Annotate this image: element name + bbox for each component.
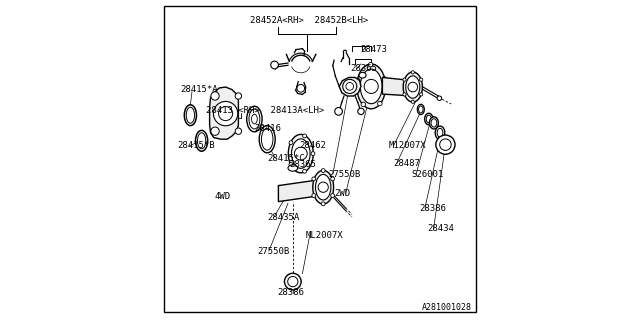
Text: 28452A<RH>  28452B<LH>: 28452A<RH> 28452B<LH> (250, 16, 368, 25)
Text: ML2007X: ML2007X (306, 231, 343, 240)
Text: 28462: 28462 (300, 141, 326, 150)
Circle shape (343, 79, 357, 93)
Text: 28386: 28386 (278, 288, 305, 297)
Circle shape (419, 78, 422, 81)
Circle shape (440, 139, 451, 150)
Circle shape (403, 93, 406, 96)
Ellipse shape (288, 165, 298, 171)
Ellipse shape (403, 72, 422, 102)
Circle shape (403, 78, 406, 81)
Polygon shape (383, 77, 413, 96)
Ellipse shape (184, 105, 196, 126)
Text: 28415*A: 28415*A (181, 85, 218, 94)
Circle shape (331, 177, 335, 181)
Circle shape (312, 177, 316, 181)
Ellipse shape (429, 117, 438, 129)
Circle shape (437, 96, 442, 100)
Ellipse shape (288, 134, 314, 173)
Ellipse shape (249, 109, 260, 129)
Circle shape (211, 127, 219, 135)
Text: 2WD: 2WD (334, 189, 351, 198)
Polygon shape (339, 77, 361, 96)
Ellipse shape (259, 126, 275, 153)
Text: 28434: 28434 (428, 224, 454, 233)
Polygon shape (210, 87, 239, 139)
Ellipse shape (359, 72, 366, 78)
Circle shape (303, 169, 307, 173)
Ellipse shape (316, 174, 331, 200)
Ellipse shape (262, 128, 273, 150)
Circle shape (364, 79, 378, 93)
Circle shape (311, 152, 315, 156)
Text: 28415*B: 28415*B (178, 141, 215, 150)
Circle shape (419, 93, 422, 96)
Circle shape (355, 78, 360, 83)
Circle shape (287, 276, 298, 287)
Ellipse shape (246, 106, 262, 132)
Ellipse shape (417, 104, 424, 115)
Circle shape (297, 84, 305, 92)
Text: 27550B: 27550B (328, 170, 360, 179)
Circle shape (378, 101, 382, 106)
Ellipse shape (186, 107, 195, 123)
Circle shape (284, 273, 301, 290)
Text: 28473: 28473 (360, 45, 387, 54)
Text: S26001: S26001 (412, 170, 444, 179)
Circle shape (369, 62, 373, 67)
Circle shape (294, 147, 307, 160)
Ellipse shape (435, 126, 445, 140)
Text: A281001028: A281001028 (422, 303, 472, 312)
Text: M12007X: M12007X (388, 141, 426, 150)
Text: 27550B: 27550B (258, 247, 290, 256)
Circle shape (346, 83, 353, 90)
Circle shape (438, 97, 442, 100)
Ellipse shape (426, 115, 431, 123)
Circle shape (408, 82, 418, 92)
Ellipse shape (252, 114, 257, 124)
Circle shape (412, 71, 415, 74)
Ellipse shape (360, 69, 382, 104)
Circle shape (271, 61, 278, 69)
Circle shape (312, 194, 316, 197)
Ellipse shape (357, 64, 385, 109)
Circle shape (331, 194, 335, 197)
Text: 28415*C: 28415*C (268, 154, 305, 163)
Ellipse shape (292, 139, 310, 168)
Ellipse shape (196, 131, 207, 151)
Ellipse shape (437, 128, 443, 137)
Circle shape (321, 202, 325, 206)
Circle shape (335, 108, 342, 115)
Text: 28365: 28365 (290, 160, 316, 169)
Text: 28365: 28365 (351, 64, 377, 73)
Circle shape (303, 134, 307, 138)
Text: 28487: 28487 (394, 159, 420, 168)
Ellipse shape (431, 119, 437, 127)
Circle shape (382, 77, 387, 81)
Circle shape (211, 92, 219, 100)
Text: 28413 <RH>  28413A<LH>: 28413 <RH> 28413A<LH> (206, 106, 324, 115)
Text: 28386: 28386 (419, 204, 446, 212)
Ellipse shape (425, 113, 433, 125)
Ellipse shape (197, 133, 206, 149)
Circle shape (318, 182, 328, 192)
Circle shape (236, 93, 242, 99)
Circle shape (289, 141, 293, 145)
Text: 4WD: 4WD (214, 192, 230, 201)
Circle shape (361, 102, 365, 107)
Ellipse shape (419, 106, 423, 113)
Text: 28435A: 28435A (268, 213, 300, 222)
Circle shape (214, 101, 238, 126)
Text: 28416: 28416 (254, 124, 281, 132)
Circle shape (412, 100, 415, 103)
Ellipse shape (313, 171, 333, 204)
Circle shape (436, 135, 455, 154)
Ellipse shape (406, 76, 420, 98)
Circle shape (236, 128, 242, 134)
Polygon shape (278, 179, 323, 202)
Circle shape (289, 163, 293, 166)
Circle shape (358, 108, 364, 115)
Circle shape (219, 107, 233, 121)
Circle shape (321, 169, 325, 172)
